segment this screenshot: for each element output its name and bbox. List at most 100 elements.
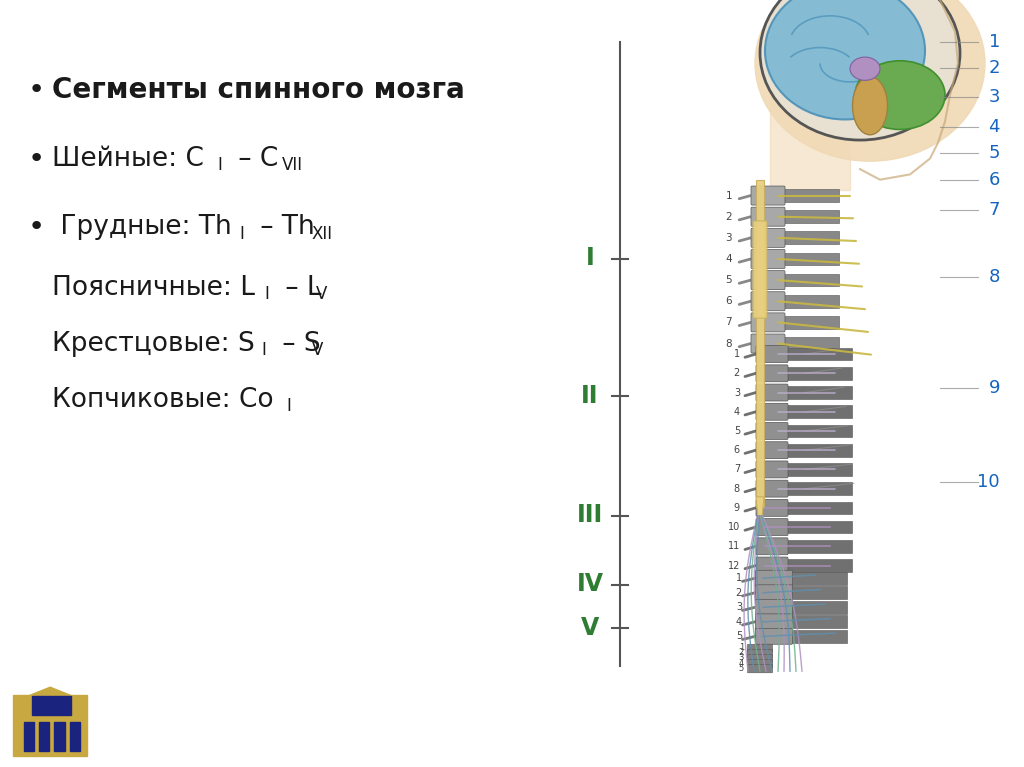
Text: 3: 3 — [736, 602, 742, 612]
Bar — [787, 502, 852, 514]
FancyBboxPatch shape — [756, 480, 788, 497]
Text: I: I — [217, 156, 222, 174]
Text: Грудные: Th: Грудные: Th — [52, 214, 231, 240]
Bar — [787, 559, 852, 572]
Text: 8: 8 — [988, 268, 1000, 286]
Ellipse shape — [765, 0, 925, 120]
Text: Шейные: C: Шейные: C — [52, 146, 204, 172]
Text: Частная физиология нервной системы: Частная физиология нервной системы — [248, 709, 776, 734]
FancyBboxPatch shape — [756, 518, 788, 535]
Text: Поясничные: L: Поясничные: L — [52, 275, 255, 301]
FancyBboxPatch shape — [748, 664, 772, 673]
Bar — [784, 316, 839, 329]
Text: Сегменты спинного мозга: Сегменты спинного мозга — [52, 76, 465, 104]
FancyBboxPatch shape — [756, 365, 788, 382]
FancyBboxPatch shape — [756, 599, 793, 615]
FancyBboxPatch shape — [748, 660, 772, 668]
FancyBboxPatch shape — [756, 570, 793, 586]
Text: 4: 4 — [734, 407, 740, 416]
Text: 4: 4 — [988, 117, 1000, 136]
FancyBboxPatch shape — [756, 628, 793, 644]
FancyBboxPatch shape — [756, 584, 793, 601]
Bar — [787, 406, 852, 418]
Bar — [787, 482, 852, 495]
FancyBboxPatch shape — [751, 313, 785, 332]
FancyBboxPatch shape — [751, 291, 785, 311]
Text: 8: 8 — [734, 484, 740, 494]
Text: •: • — [28, 144, 45, 173]
FancyBboxPatch shape — [756, 423, 788, 439]
Text: Копчиковые: Co: Копчиковые: Co — [52, 387, 273, 413]
Text: ГОСУДАРСТВЕННЫЙ: ГОСУДАРСТВЕННЫЙ — [108, 708, 225, 720]
Text: II: II — [582, 384, 599, 408]
Bar — [787, 367, 852, 380]
Text: I: I — [239, 225, 244, 242]
FancyBboxPatch shape — [751, 186, 785, 205]
Text: – Th: – Th — [252, 214, 314, 240]
Bar — [792, 587, 847, 599]
Ellipse shape — [760, 0, 961, 140]
Bar — [770, 95, 850, 190]
Bar — [784, 252, 839, 265]
FancyBboxPatch shape — [753, 221, 767, 318]
Bar — [54, 722, 65, 751]
Bar — [8, 681, 95, 762]
Text: 3: 3 — [988, 87, 1000, 106]
Text: 12: 12 — [728, 561, 740, 571]
Ellipse shape — [850, 57, 880, 81]
FancyBboxPatch shape — [751, 334, 785, 353]
FancyBboxPatch shape — [756, 499, 788, 516]
Text: 4: 4 — [725, 254, 732, 264]
Text: V: V — [581, 616, 599, 640]
FancyBboxPatch shape — [756, 461, 788, 478]
Text: III: III — [577, 503, 603, 528]
Text: 4: 4 — [736, 617, 742, 627]
Bar — [784, 189, 839, 202]
Text: ТАМБОВСКИЙ: ТАМБОВСКИЙ — [108, 691, 187, 702]
Text: 9: 9 — [988, 380, 1000, 397]
FancyBboxPatch shape — [751, 229, 785, 247]
Text: УНИВЕРСИТЕТ: УНИВЕРСИТЕТ — [108, 726, 189, 736]
Text: 5: 5 — [734, 426, 740, 436]
Ellipse shape — [855, 61, 945, 130]
FancyBboxPatch shape — [756, 384, 788, 401]
Text: 6: 6 — [725, 296, 732, 306]
FancyBboxPatch shape — [748, 654, 772, 663]
Text: 1: 1 — [734, 349, 740, 359]
FancyBboxPatch shape — [748, 644, 772, 653]
Ellipse shape — [853, 77, 888, 135]
Text: 5: 5 — [725, 275, 732, 285]
Bar — [792, 630, 847, 643]
FancyBboxPatch shape — [756, 614, 793, 630]
Text: 5: 5 — [988, 144, 1000, 162]
Bar — [792, 615, 847, 628]
Bar — [787, 425, 852, 437]
Bar — [784, 232, 839, 244]
Text: 6: 6 — [988, 171, 1000, 189]
Ellipse shape — [755, 0, 985, 161]
FancyBboxPatch shape — [751, 207, 785, 226]
Polygon shape — [13, 687, 87, 702]
Text: I: I — [286, 397, 291, 415]
Bar — [784, 210, 839, 223]
Text: 6: 6 — [734, 445, 740, 455]
Text: 2: 2 — [725, 212, 732, 222]
Bar — [787, 347, 852, 360]
Bar — [784, 274, 839, 286]
FancyBboxPatch shape — [751, 249, 785, 268]
Text: 4: 4 — [738, 659, 744, 667]
Text: 1: 1 — [738, 644, 744, 653]
Text: I: I — [264, 285, 269, 303]
Text: VII: VII — [282, 156, 303, 174]
Bar — [784, 295, 839, 308]
Text: 5: 5 — [736, 631, 742, 641]
Bar — [792, 601, 847, 614]
Text: 2: 2 — [736, 588, 742, 597]
Text: ИМЕНИ Г.Р. ДЕРЖАВИ: ИМЕНИ Г.Р. ДЕРЖАВИ — [108, 744, 237, 755]
Text: 1: 1 — [725, 190, 732, 200]
Text: 1: 1 — [736, 573, 742, 583]
Bar — [756, 179, 764, 508]
Text: 2: 2 — [734, 368, 740, 378]
Bar — [784, 337, 839, 350]
Bar — [32, 696, 71, 716]
